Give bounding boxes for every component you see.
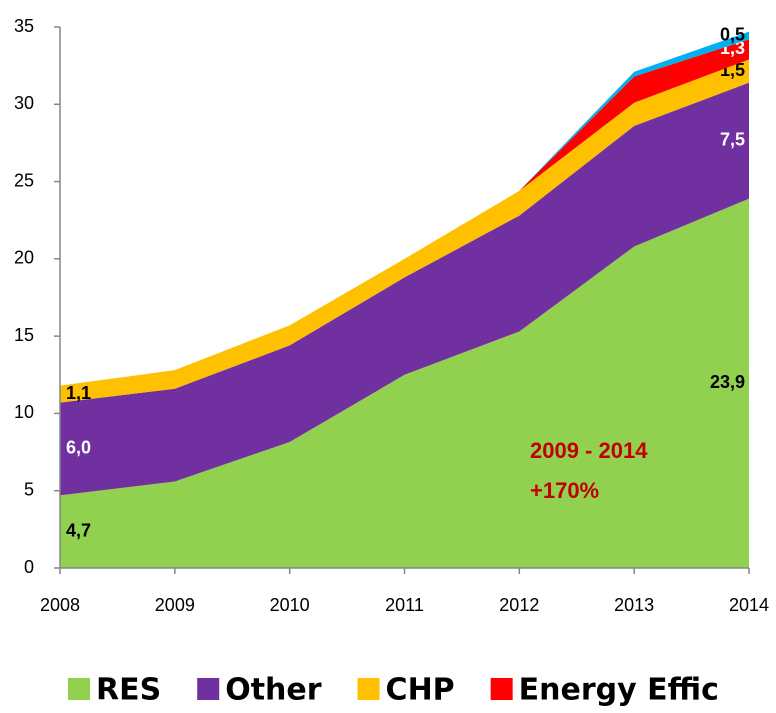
data-label: 6,0 <box>66 438 91 458</box>
legend-label: Energy Effic <box>519 673 719 708</box>
y-tick-label: 35 <box>14 16 34 36</box>
x-tick-label: 2013 <box>614 595 654 615</box>
x-tick-label: 2008 <box>40 595 80 615</box>
x-tick-label: 2011 <box>385 595 424 615</box>
legend-label: Other <box>225 673 322 708</box>
data-label: 7,5 <box>720 129 745 149</box>
y-tick-label: 5 <box>24 479 34 499</box>
x-tick-label: 2009 <box>155 595 195 615</box>
data-label: 1,1 <box>66 383 91 403</box>
area <box>519 39 749 191</box>
y-tick-label: 25 <box>14 170 34 190</box>
legend-swatch <box>197 678 220 700</box>
area <box>60 59 749 403</box>
data-label: 4,7 <box>66 520 91 540</box>
y-tick-label: 15 <box>14 325 34 345</box>
legend-label: RES <box>96 673 161 708</box>
legend-swatch <box>68 678 90 700</box>
x-tick-label: 2010 <box>270 595 310 615</box>
data-label: 23,9 <box>710 372 745 392</box>
x-tick-label: 2012 <box>499 595 539 615</box>
y-tick-label: 10 <box>14 402 34 422</box>
y-tick-label: 30 <box>14 93 34 113</box>
area <box>60 82 749 496</box>
legend-label: CHP <box>386 673 455 708</box>
legend-swatch <box>490 678 513 700</box>
annotation: 2009 - 2014 <box>530 438 648 463</box>
area <box>60 198 749 568</box>
y-tick-label: 0 <box>24 557 34 577</box>
annotation: +170% <box>530 478 599 503</box>
legend-swatch <box>357 678 380 700</box>
y-tick-label: 20 <box>14 248 34 268</box>
data-label: 0,5 <box>720 24 745 44</box>
x-tick-label: 2014 <box>729 595 769 615</box>
